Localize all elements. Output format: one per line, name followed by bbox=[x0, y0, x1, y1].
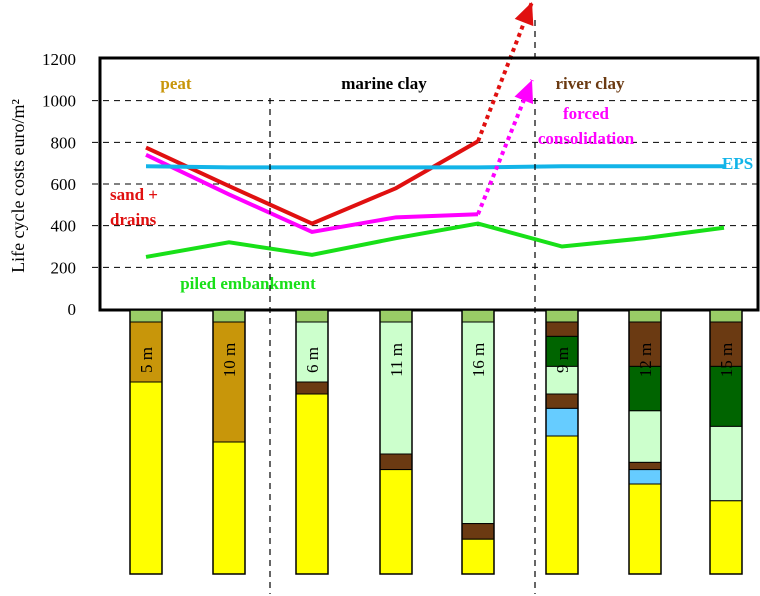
soil-layer-clay bbox=[379, 321, 413, 455]
soil-layer-dark bbox=[709, 365, 743, 427]
soil-layer-top bbox=[295, 309, 329, 323]
plot-border bbox=[98, 56, 760, 312]
soil-layer-peat bbox=[212, 321, 246, 443]
zone-label-0: peat bbox=[160, 74, 192, 93]
y-tick-label: 400 bbox=[51, 217, 77, 236]
soil-layer-clay bbox=[461, 321, 495, 525]
soil-layer-sand bbox=[545, 435, 579, 575]
series-label-2: EPS bbox=[722, 154, 753, 173]
series-label-1: forced bbox=[563, 104, 609, 123]
soil-column-outline bbox=[709, 309, 743, 575]
series-label-0: drains bbox=[110, 210, 157, 229]
soil-layer-top bbox=[212, 309, 246, 323]
grid-lines bbox=[92, 100, 758, 268]
series-label-3: piled embankment bbox=[180, 274, 316, 293]
soil-column: 5 m bbox=[129, 309, 163, 575]
column-depth-label: 6 m bbox=[303, 347, 322, 373]
soil-column: 10 m bbox=[212, 309, 246, 575]
series-label-1: consolidation bbox=[538, 129, 635, 148]
soil-layer-sand bbox=[628, 483, 662, 575]
soil-layer-water bbox=[628, 469, 662, 485]
soil-column-outline bbox=[461, 309, 495, 575]
soil-column-outline bbox=[129, 309, 163, 575]
soil-layer-top bbox=[709, 309, 743, 323]
soil-layer-dark bbox=[545, 335, 579, 367]
y-tick-labels: 1200 1000 800 600 400 200 0 bbox=[42, 50, 76, 319]
zone-labels: peat marine clay river clay bbox=[160, 74, 625, 93]
soil-layer-clay bbox=[295, 321, 329, 383]
soil-column: 16 m bbox=[461, 309, 495, 575]
soil-column: 9 m bbox=[545, 309, 579, 575]
series-labels: sand + drains forced consolidation EPS piled … bbox=[110, 104, 753, 293]
soil-layer-sand bbox=[709, 500, 743, 575]
series-line-3 bbox=[145, 221, 725, 259]
column-depth-label: 16 m bbox=[469, 343, 488, 377]
soil-column-outline bbox=[295, 309, 329, 575]
forced-consolidation-arrow-head bbox=[514, 80, 534, 105]
series-lines bbox=[145, 139, 725, 259]
soil-layer-clay bbox=[709, 425, 743, 502]
soil-layer-org bbox=[545, 393, 579, 409]
y-tick-label: 1000 bbox=[42, 92, 76, 111]
zone-label-1: marine clay bbox=[341, 74, 427, 93]
series-label-0: sand + bbox=[110, 185, 158, 204]
column-depth-label: 9 m bbox=[553, 347, 572, 373]
soil-columns: 5 m 10 m 6 m 11 m 16 m 9 m 12 m 15 m bbox=[129, 309, 743, 575]
soil-column-outline bbox=[379, 309, 413, 575]
plot-frame bbox=[98, 56, 760, 312]
soil-layer-sand bbox=[212, 441, 246, 575]
soil-layer-org bbox=[545, 321, 579, 337]
column-depth-label: 15 m bbox=[717, 343, 736, 377]
y-tick-label: 1200 bbox=[42, 50, 76, 69]
soil-layer-sand bbox=[295, 393, 329, 575]
soil-layer-top bbox=[379, 309, 413, 323]
column-depth-label: 5 m bbox=[137, 347, 156, 373]
soil-layer-top bbox=[461, 309, 495, 323]
series-line-1 bbox=[145, 153, 479, 234]
y-tick-label: 800 bbox=[51, 133, 77, 152]
zone-dividers bbox=[269, 20, 536, 594]
series-line-0 bbox=[145, 139, 479, 226]
soil-layer-sand bbox=[379, 469, 413, 575]
soil-column-outline bbox=[212, 309, 246, 575]
y-tick-label: 0 bbox=[68, 300, 77, 319]
soil-column: 11 m bbox=[379, 309, 413, 575]
y-tick-label: 600 bbox=[51, 175, 77, 194]
soil-layer-top bbox=[129, 309, 163, 323]
soil-layer-clay bbox=[628, 410, 662, 463]
soil-layer-sand bbox=[129, 381, 163, 575]
soil-layer-sand bbox=[461, 538, 495, 575]
soil-layer-top bbox=[545, 309, 579, 323]
series-line-2 bbox=[145, 164, 724, 170]
y-axis-label: Life cycle costs euro/m² bbox=[8, 99, 28, 273]
soil-layer-org bbox=[295, 381, 329, 395]
soil-column-outline bbox=[628, 309, 662, 575]
extension-arrows bbox=[476, 1, 534, 215]
column-depth-label: 12 m bbox=[636, 343, 655, 377]
zone-label-2: river clay bbox=[555, 74, 625, 93]
soil-layer-org bbox=[461, 523, 495, 540]
column-depth-label: 10 m bbox=[220, 343, 239, 377]
soil-layer-org bbox=[628, 461, 662, 471]
sand-drains-arrow bbox=[476, 1, 534, 143]
soil-layer-top bbox=[628, 309, 662, 323]
sand-drains-arrow-head bbox=[514, 2, 534, 27]
column-depth-label: 11 m bbox=[387, 343, 406, 377]
forced-consolidation-arrow bbox=[476, 79, 534, 215]
soil-layer-org bbox=[379, 453, 413, 471]
soil-column: 12 m bbox=[628, 309, 662, 575]
soil-column-outline bbox=[545, 309, 579, 575]
y-tick-label: 200 bbox=[51, 258, 77, 277]
soil-column: 6 m bbox=[295, 309, 329, 575]
soil-column: 15 m bbox=[709, 309, 743, 575]
soil-layer-water bbox=[545, 407, 579, 437]
